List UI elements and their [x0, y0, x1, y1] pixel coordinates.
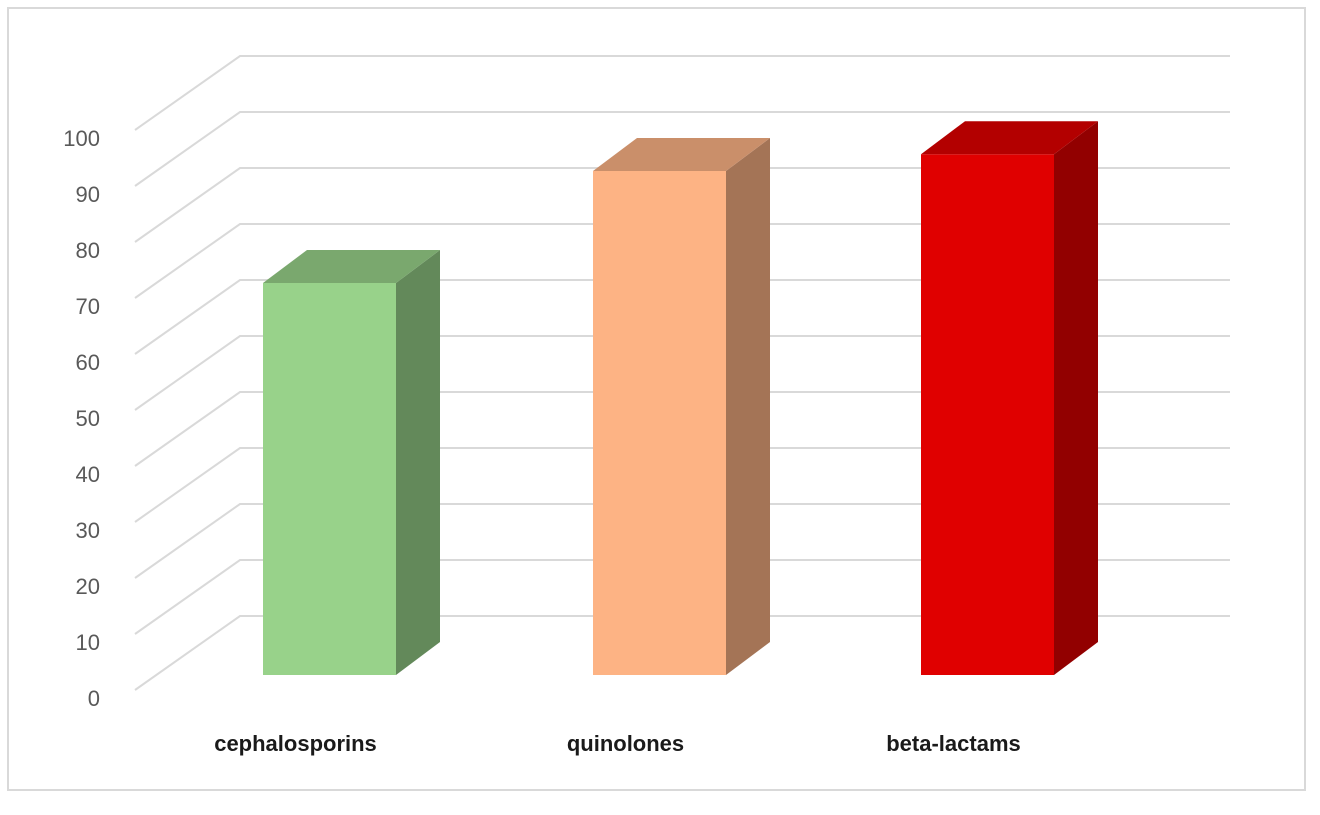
y-tick-label: 90 — [76, 182, 100, 207]
grid-line — [134, 335, 1230, 411]
grid-line — [134, 503, 1230, 579]
y-tick-label: 80 — [76, 238, 100, 263]
y-tick-label: 0 — [88, 686, 100, 711]
grid-line — [134, 615, 1230, 691]
bar — [263, 250, 440, 675]
bar-top — [593, 138, 770, 171]
grid-line — [134, 559, 1230, 635]
y-tick-label: 100 — [63, 126, 100, 151]
bar-front — [263, 283, 396, 675]
x-tick-label: cephalosporins — [214, 731, 377, 756]
bar-front — [593, 171, 726, 675]
bar-side — [396, 250, 440, 675]
grid-line — [134, 279, 1230, 355]
grid-line — [134, 111, 1230, 187]
y-tick-label: 60 — [76, 350, 100, 375]
y-tick-label: 40 — [76, 462, 100, 487]
bar — [593, 138, 770, 675]
grid-line — [134, 167, 1230, 243]
grid-line — [134, 391, 1230, 467]
y-tick-label: 30 — [76, 518, 100, 543]
bar-side — [726, 138, 770, 675]
y-tick-label: 50 — [76, 406, 100, 431]
bar-top — [263, 250, 440, 283]
grid-line — [134, 223, 1230, 299]
bar — [921, 121, 1098, 675]
x-tick-label: beta-lactams — [886, 731, 1021, 756]
grid-line — [134, 55, 1230, 131]
y-tick-label: 10 — [76, 630, 100, 655]
y-tick-label: 70 — [76, 294, 100, 319]
bar-side — [1054, 121, 1098, 675]
x-tick-label: quinolones — [567, 731, 684, 756]
bar-front — [921, 154, 1054, 675]
y-tick-label: 20 — [76, 574, 100, 599]
bar-top — [921, 121, 1098, 155]
grid-line — [134, 447, 1230, 523]
